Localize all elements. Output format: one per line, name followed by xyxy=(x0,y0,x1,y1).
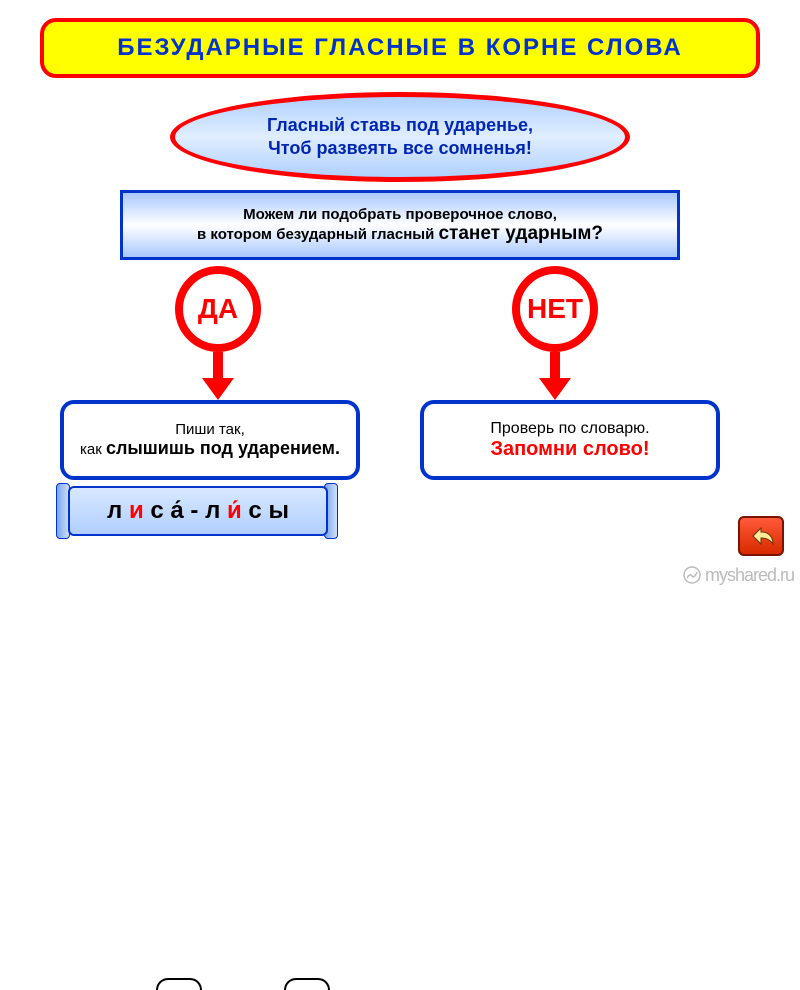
result-yes-line2: как слышишь под ударением. xyxy=(80,438,340,459)
nav-back-button[interactable] xyxy=(738,516,784,556)
watermark-icon xyxy=(683,566,701,584)
arrow-no-stem xyxy=(550,352,560,380)
branch-no-label: НЕТ xyxy=(527,293,583,325)
result-no-box: Проверь по словарю. Запомни слово! xyxy=(420,400,720,480)
result-no-line1: Проверь по словарю. xyxy=(490,420,649,438)
rhyme-line2: Чтоб развеять все сомненья! xyxy=(268,137,532,160)
question-box: Можем ли подобрать проверочное слово, в … xyxy=(120,190,680,260)
result-yes-line1: Пиши так, xyxy=(175,421,245,438)
morpheme-arc-2 xyxy=(284,978,330,990)
undo-arrow-icon xyxy=(747,524,775,548)
watermark-text: myshared.ru xyxy=(683,565,794,586)
example-scroll: л и с а́ - л и́ с ы xyxy=(68,486,328,536)
rhyme-ellipse: Гласный ставь под ударенье, Чтоб развеят… xyxy=(170,92,630,182)
branch-yes-circle: ДА xyxy=(175,266,261,352)
arrow-no-head xyxy=(539,378,571,400)
rhyme-line1: Гласный ставь под ударенье, xyxy=(267,114,533,137)
title-text: БЕЗУДАРНЫЕ ГЛАСНЫЕ В КОРНЕ СЛОВА xyxy=(117,34,683,62)
example-text: л и с а́ - л и́ с ы xyxy=(107,497,289,525)
arrow-yes-stem xyxy=(213,352,223,380)
title-banner: БЕЗУДАРНЫЕ ГЛАСНЫЕ В КОРНЕ СЛОВА xyxy=(40,18,760,78)
morpheme-arc-1 xyxy=(156,978,202,990)
question-line2: в котором безударный гласный станет удар… xyxy=(197,223,603,245)
branch-no-circle: НЕТ xyxy=(512,266,598,352)
result-no-line2: Запомни слово! xyxy=(490,438,649,461)
arrow-yes-head xyxy=(202,378,234,400)
branch-yes-label: ДА xyxy=(198,293,238,325)
question-line1: Можем ли подобрать проверочное слово, xyxy=(243,206,557,223)
result-yes-box: Пиши так, как слышишь под ударением. xyxy=(60,400,360,480)
